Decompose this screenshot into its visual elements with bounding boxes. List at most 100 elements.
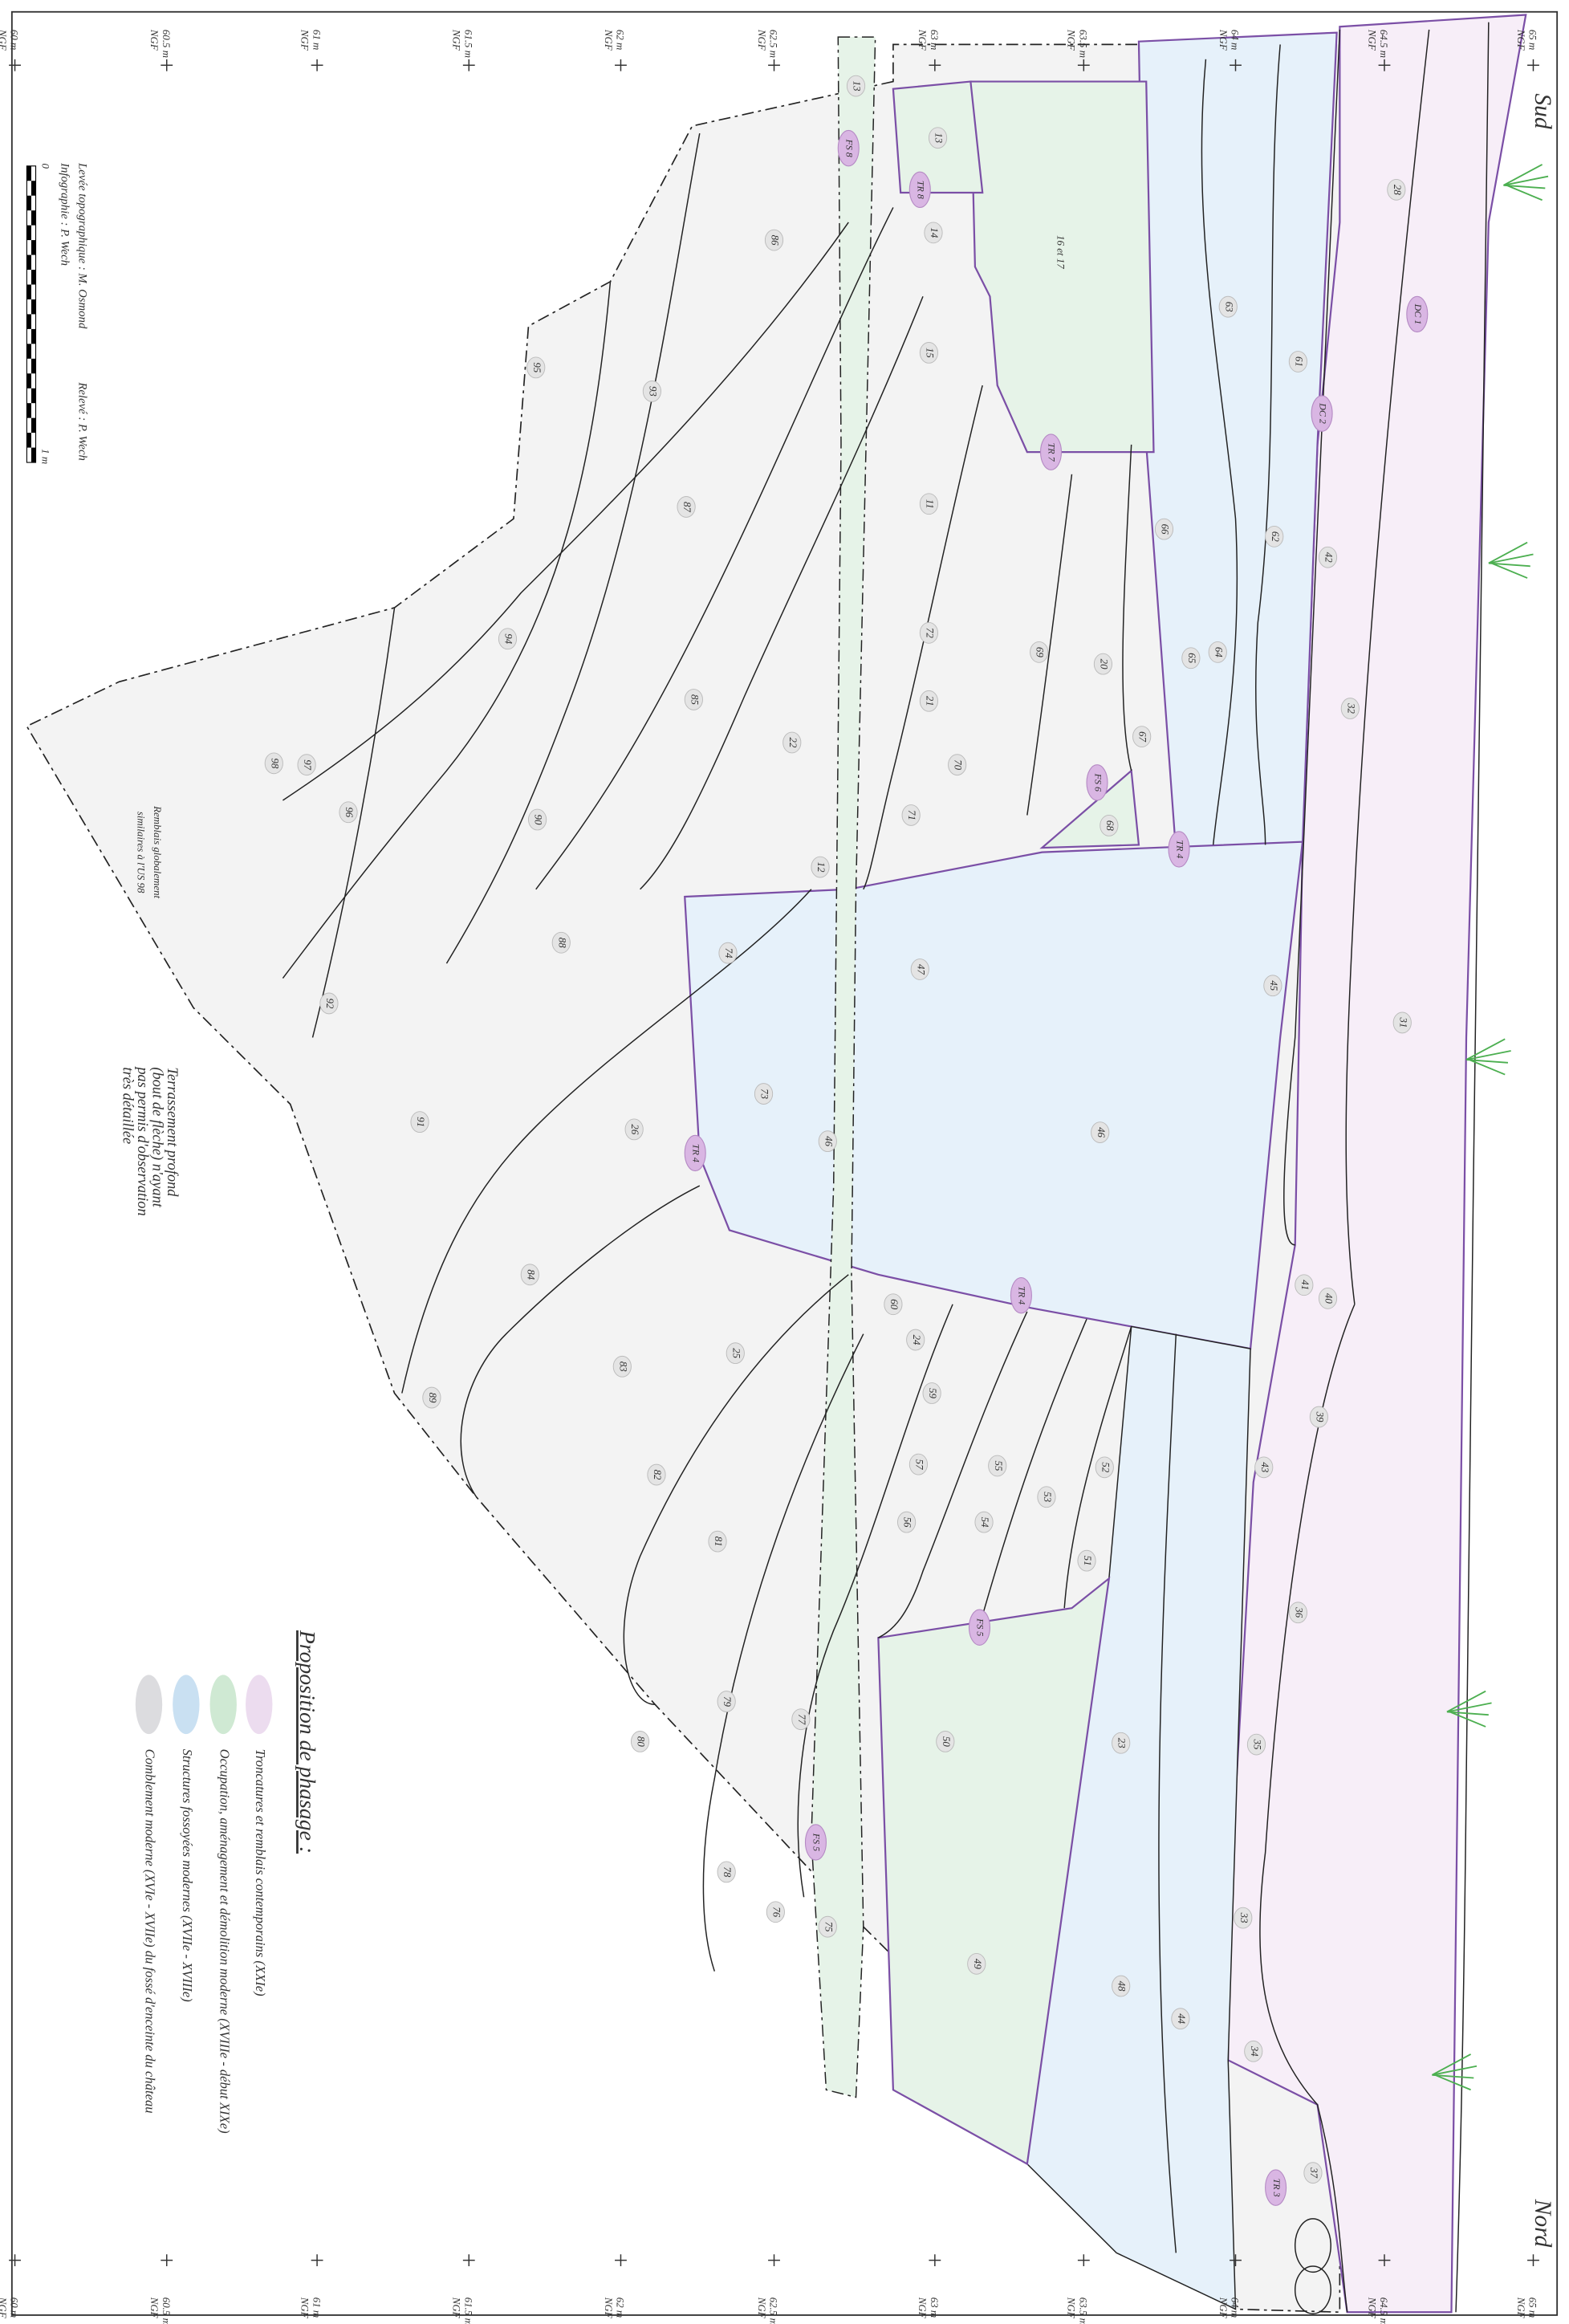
unit-number: 56: [902, 1517, 914, 1528]
unit-number: 24: [911, 1335, 923, 1345]
unit-number: 13: [933, 132, 945, 143]
unit-number: 22: [787, 738, 799, 748]
elevation-level: 63 m: [929, 2298, 941, 2318]
structure-label: TR 3: [1271, 2179, 1282, 2197]
elevation-level: 63 m: [929, 30, 941, 50]
unit-number: 97: [302, 759, 314, 770]
unit-number: 20: [1098, 659, 1110, 670]
scale-segment: [31, 329, 36, 344]
unit-number: 80: [636, 1736, 648, 1747]
unit-number: 60: [888, 1299, 900, 1309]
scale-segment: [31, 240, 36, 254]
unit-number: 93: [647, 386, 659, 397]
elevation-unit: NGF: [148, 29, 161, 51]
structure-label: TR 8: [916, 181, 927, 199]
unit-number: 77: [796, 1714, 808, 1724]
elevation-unit: NGF: [1217, 2297, 1230, 2319]
scale-segment: [31, 359, 36, 373]
unit-number: 40: [1323, 1293, 1335, 1304]
elevation-unit: NGF: [756, 29, 768, 51]
credit: Relevé : P. Wech: [76, 381, 89, 461]
elevation-unit: NGF: [1515, 29, 1527, 51]
structure-label: FS 5: [975, 1618, 986, 1636]
elevation-level: 64 m: [1230, 2298, 1242, 2318]
legend-item: Troncatures et remblais contemporains (X…: [253, 1749, 268, 1996]
elevation-unit: NGF: [299, 2297, 311, 2319]
structure-label: TR 4: [1174, 840, 1185, 858]
elevation-level: 62.5 m: [768, 2298, 780, 2324]
scale-segment: [26, 344, 31, 358]
elevation-unit: NGF: [1366, 29, 1378, 51]
legend-item: Comblement moderne (XVIe - XVIIe) du fos…: [143, 1749, 158, 2114]
unit-number: 28: [1392, 185, 1404, 195]
unit-number: 67: [1137, 731, 1149, 742]
unit-number: 85: [689, 694, 701, 705]
annotation: pas permis d'observation: [134, 1065, 150, 1215]
unit-number: 23: [1116, 1738, 1128, 1748]
elevation-unit: NGF: [603, 29, 615, 51]
unit-number: 88: [556, 938, 568, 948]
unit-number: 71: [906, 810, 918, 820]
scale-segment: [26, 373, 31, 388]
scale-segment: [31, 270, 36, 284]
elevation-level: 63.5 m: [1077, 2298, 1089, 2324]
unit-number: 25: [730, 1348, 742, 1358]
legend-item: Structures fossoyées modernes (XVIIe - X…: [180, 1749, 195, 2003]
unit-number: 79: [721, 1696, 734, 1707]
scale-segment: [26, 314, 31, 328]
unit-number: 63: [1223, 302, 1235, 312]
legend-swatch: [246, 1675, 272, 1734]
page: { "orientation": {"south": "Sud", "north…: [0, 0, 1569, 2324]
structure-label: TR 4: [1017, 1286, 1028, 1304]
annotation: très détaillée: [119, 1067, 135, 1144]
unit-number: 16 et 17: [1055, 235, 1067, 269]
unit-number: 70: [953, 759, 965, 770]
elevation-level: 61.5 m: [462, 2298, 474, 2324]
unit-number: 61: [1293, 356, 1305, 367]
legend-swatch: [136, 1675, 162, 1734]
elevation-level: 61.5 m: [462, 30, 474, 58]
elevation-unit: NGF: [1217, 29, 1230, 51]
unit-number: 76: [770, 1907, 782, 1917]
elevation-level: 61 m: [311, 2298, 323, 2318]
credit: Infographie : P. Wech: [58, 162, 71, 266]
unit-number: 34: [1249, 2045, 1261, 2057]
unit-number: 12: [815, 862, 827, 873]
unit-number: 64: [1213, 647, 1225, 657]
unit-number: 59: [927, 1388, 939, 1398]
elevation-unit: NGF: [917, 2297, 929, 2319]
scale-segment: [31, 418, 36, 433]
unit-number: 47: [915, 964, 927, 975]
annotation: (bout de flèche) n'ayant: [148, 1067, 165, 1207]
elevation-unit: NGF: [451, 2297, 463, 2319]
scale-segment: [26, 226, 31, 240]
unit-number: 55: [993, 1461, 1005, 1471]
unit-number: 84: [525, 1269, 537, 1280]
unit-number: 87: [681, 502, 693, 512]
elevation-unit: NGF: [0, 29, 9, 51]
annotation: similaires à l'US 98: [135, 812, 147, 893]
unit-number: 92: [324, 998, 336, 1008]
elevation-unit: NGF: [1366, 2297, 1378, 2319]
unit-number: 57: [913, 1459, 925, 1470]
unit-number: 96: [343, 807, 356, 817]
unit-number: 62: [1270, 531, 1282, 542]
scale-segment: [31, 181, 36, 195]
structure-label: FS 6: [1092, 773, 1104, 792]
legend-swatch: [173, 1675, 199, 1734]
elevation-level: 65 m: [1527, 30, 1539, 50]
scale-segment: [26, 433, 31, 447]
unit-number: 11: [924, 499, 936, 509]
legend-item: Occupation, aménagement et démolition mo…: [217, 1749, 232, 2134]
unit-number: 66: [1160, 524, 1172, 535]
elevation-level: 64.5 m: [1378, 2298, 1390, 2324]
elevation-unit: NGF: [1515, 2297, 1527, 2319]
unit-number: 95: [531, 362, 543, 372]
unit-number: 48: [1116, 1981, 1128, 1992]
orientation-label: Sud: [1530, 93, 1555, 128]
unit-number: 65: [1186, 653, 1198, 663]
scale-label: 1 m: [40, 449, 52, 464]
scale-segment: [26, 403, 31, 417]
unit-number: 35: [1252, 1739, 1264, 1750]
unit-number: 32: [1345, 702, 1357, 714]
